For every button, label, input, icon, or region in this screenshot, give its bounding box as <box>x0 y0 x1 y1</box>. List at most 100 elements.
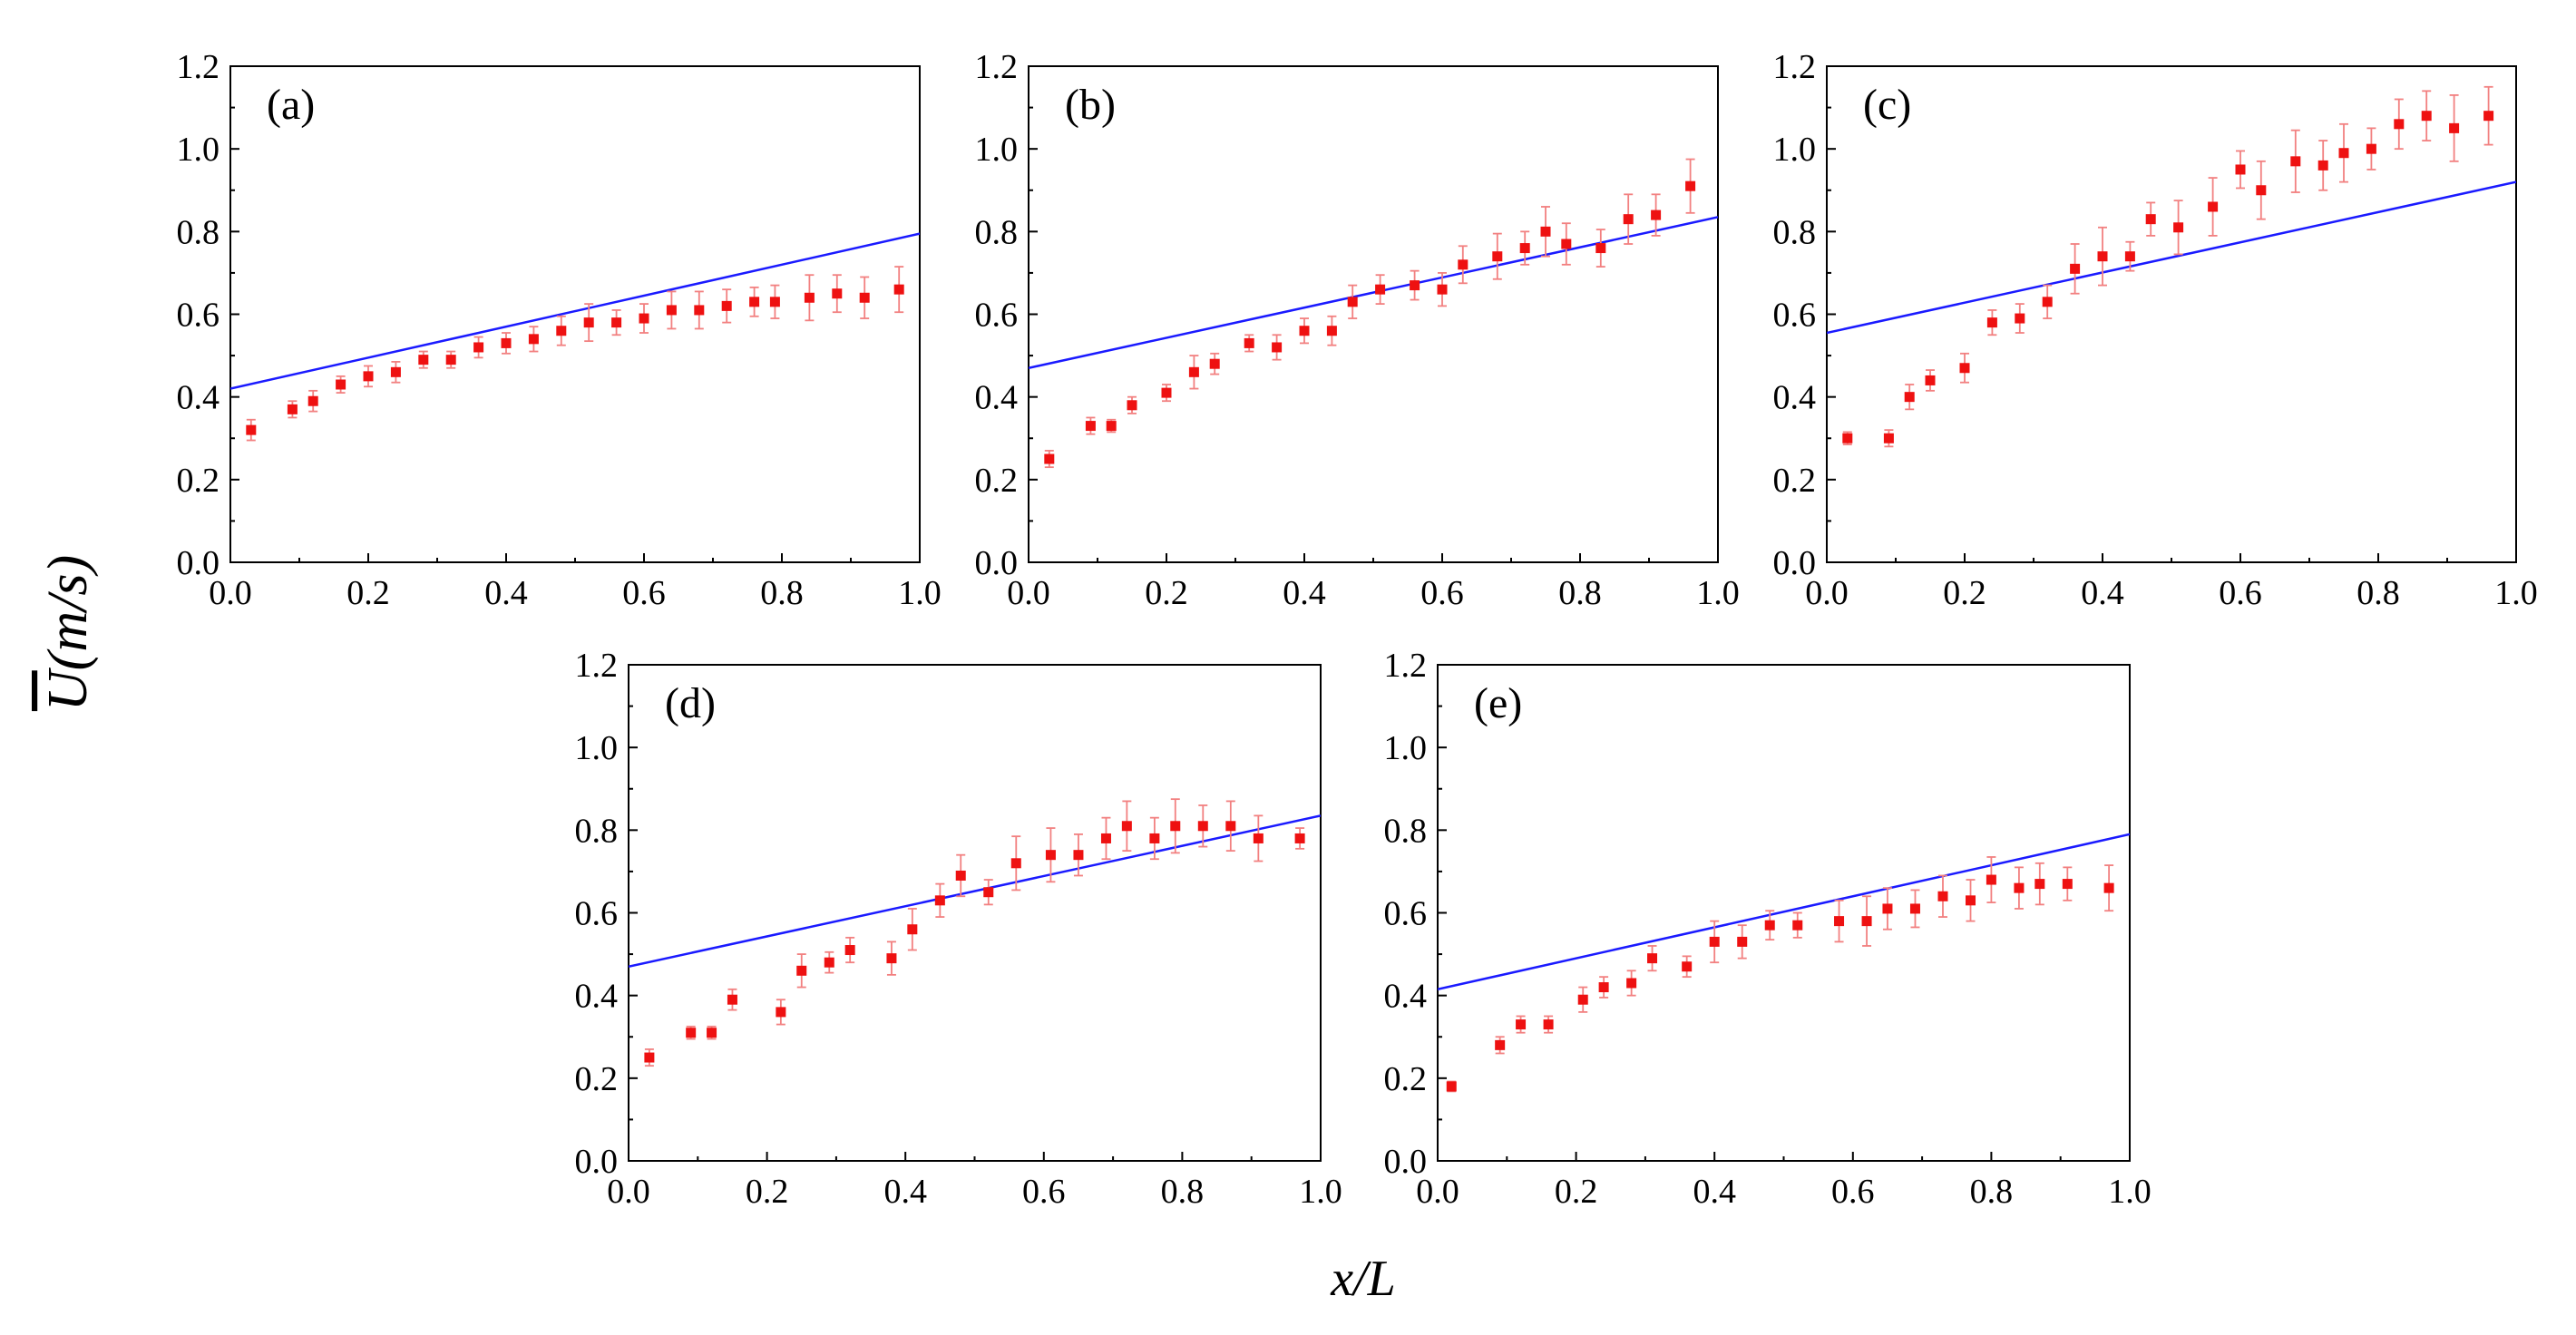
data-point <box>804 292 815 303</box>
y-tick-label: 1.2 <box>177 48 220 86</box>
data-point <box>707 1028 717 1038</box>
data-point <box>907 924 918 935</box>
data-point <box>1516 1019 1527 1030</box>
data-point <box>1121 821 1132 832</box>
data-point <box>1127 400 1137 411</box>
data-point <box>1842 433 1853 443</box>
y-tick-label: 1.0 <box>975 131 1019 169</box>
x-tick-label: 0.4 <box>1693 1173 1736 1211</box>
y-tick-label: 0.0 <box>1773 544 1817 582</box>
data-point <box>1909 903 1920 914</box>
data-point <box>556 326 567 336</box>
y-tick-label: 1.0 <box>177 131 220 169</box>
x-tick-label: 0.0 <box>1007 574 1050 612</box>
data-point <box>1595 243 1606 254</box>
data-point <box>2256 185 2267 196</box>
data-point <box>1149 833 1160 843</box>
data-point <box>686 1028 697 1038</box>
data-point <box>1085 421 1096 432</box>
data-point <box>1959 363 1970 374</box>
data-point <box>2173 222 2184 233</box>
data-point <box>1410 280 1420 291</box>
data-point <box>1244 337 1254 348</box>
x-tick-label: 0.8 <box>1558 574 1602 612</box>
x-tick-label: 0.2 <box>1943 574 1986 612</box>
data-point <box>1682 961 1693 972</box>
data-point <box>796 965 807 976</box>
data-point <box>886 953 897 964</box>
y-axis-label-units: (m/s) <box>37 555 99 670</box>
x-tick-label: 1.0 <box>1696 574 1740 612</box>
data-point <box>583 317 594 328</box>
x-tick-label: 0.0 <box>1416 1173 1459 1211</box>
data-point <box>390 366 401 377</box>
y-tick-label: 0.0 <box>575 1143 619 1181</box>
x-tick-label: 0.4 <box>2081 574 2124 612</box>
data-point <box>2366 143 2376 154</box>
data-point <box>1904 392 1915 403</box>
data-point <box>1861 916 1872 927</box>
x-tick-label: 0.8 <box>760 574 804 612</box>
chart-panel: 0.0 0.2 0.4 0.6 0.8 1.0 0.0 0.2 0.4 0.6 0.8 1.0 1.2 (… <box>575 647 1342 1211</box>
y-tick-label: 1.2 <box>1384 647 1428 685</box>
data-point <box>1446 1081 1457 1092</box>
data-point <box>1986 874 1996 885</box>
panels: 0.0 0.2 0.4 0.6 0.8 1.0 0.0 0.2 0.4 0.6 0.8 1.0 1.2 (… <box>177 48 2538 1211</box>
data-point <box>859 292 870 303</box>
y-tick-label: 1.0 <box>1384 729 1428 767</box>
y-tick-label: 0.2 <box>575 1060 619 1098</box>
y-tick-label: 0.2 <box>1773 462 1817 500</box>
y-tick-label: 0.6 <box>177 297 220 335</box>
data-point <box>832 288 843 299</box>
data-point <box>1188 366 1199 377</box>
y-tick-label: 0.0 <box>1384 1143 1428 1181</box>
y-tick-label: 0.8 <box>1773 213 1817 251</box>
data-point <box>769 297 780 307</box>
data-point <box>1161 387 1172 398</box>
data-point <box>644 1052 655 1063</box>
x-tick-label: 0.0 <box>209 574 252 612</box>
data-point <box>2103 882 2114 893</box>
data-point <box>1010 858 1021 869</box>
data-point <box>1347 297 1358 307</box>
y-tick-label: 0.2 <box>177 462 220 500</box>
data-point <box>1882 903 1893 914</box>
data-point <box>1458 259 1469 270</box>
x-tick-label: 0.8 <box>2356 574 2400 612</box>
panel-label: (e) <box>1474 679 1522 727</box>
data-point <box>1253 833 1264 843</box>
data-point <box>1299 326 1310 336</box>
data-point <box>1651 210 1662 220</box>
y-tick-label: 0.4 <box>1384 978 1428 1016</box>
data-point <box>1540 226 1551 237</box>
data-point <box>1764 920 1775 931</box>
data-point <box>1925 375 1936 385</box>
y-tick-label: 0.2 <box>1384 1060 1428 1098</box>
model-line <box>1029 216 1718 369</box>
data-point <box>246 424 257 435</box>
data-point <box>2034 879 2045 890</box>
data-point <box>1598 982 1609 993</box>
data-point <box>1519 243 1530 254</box>
data-point <box>1294 833 1305 843</box>
plot-area <box>230 232 920 442</box>
data-point <box>955 870 966 881</box>
x-tick-label: 0.4 <box>484 574 528 612</box>
y-tick-label: 1.2 <box>575 647 619 685</box>
data-point <box>2097 251 2108 262</box>
data-point <box>1492 251 1503 262</box>
x-tick-label: 0.4 <box>883 1173 927 1211</box>
y-tick-label: 0.4 <box>575 978 619 1016</box>
data-point <box>983 887 994 898</box>
data-point <box>336 379 346 390</box>
x-tick-label: 0.8 <box>1161 1173 1205 1211</box>
data-point <box>749 297 760 307</box>
y-tick-label: 0.8 <box>177 213 220 251</box>
y-tick-label: 0.8 <box>575 812 619 850</box>
y-tick-label: 0.0 <box>177 544 220 582</box>
panel-label: (c) <box>1863 81 1911 129</box>
x-tick-label: 0.8 <box>1970 1173 2014 1211</box>
x-tick-label: 0.0 <box>607 1173 650 1211</box>
model-line <box>1827 180 2516 335</box>
y-tick-label: 0.8 <box>1384 812 1428 850</box>
